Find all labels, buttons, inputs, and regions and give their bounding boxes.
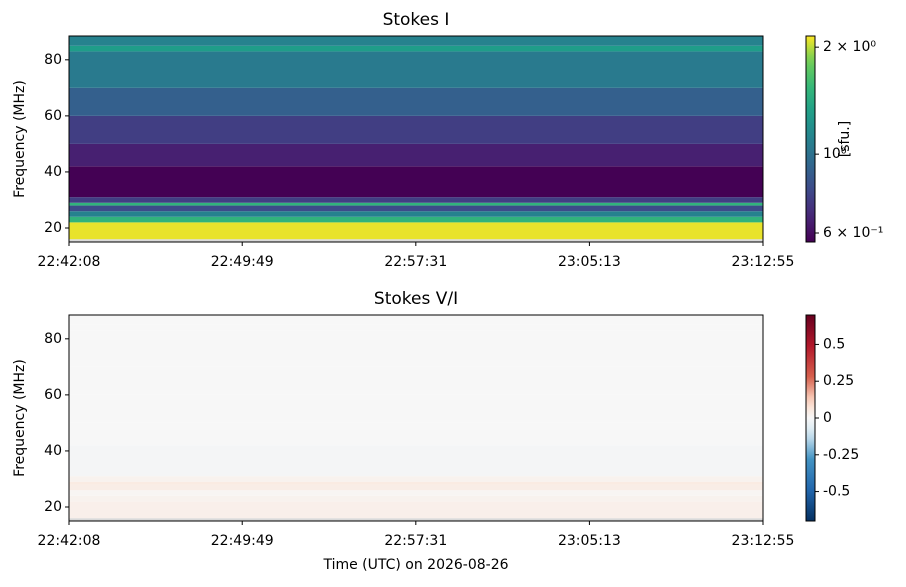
y-axis-label: Frequency (MHz): [12, 80, 28, 198]
heatmap-band: [69, 211, 763, 217]
heatmap-band: [69, 324, 763, 331]
colorbar-tick-label: 0: [823, 410, 832, 426]
heatmap-band: [69, 239, 763, 242]
heatmap-band: [69, 205, 763, 212]
colorbar-tick-label: 6 × 10⁻¹: [823, 225, 883, 241]
colorbar-tick-label: -0.5: [823, 484, 850, 500]
y-tick-label: 20: [44, 220, 62, 236]
x-tick-label: 23:12:55: [732, 254, 795, 270]
heatmap-band: [69, 484, 763, 491]
x-axis-label: Time (UTC) on 2026-08-26: [322, 557, 508, 573]
heatmap-band: [69, 422, 763, 446]
y-tick-label: 40: [44, 164, 62, 180]
y-tick-label: 60: [44, 387, 62, 403]
heatmap-band: [69, 45, 763, 52]
x-tick-label: 23:12:55: [732, 533, 795, 549]
heatmap-band: [69, 330, 763, 367]
heatmap-band: [69, 490, 763, 496]
x-tick-label: 22:42:08: [38, 533, 101, 549]
heatmap-band: [69, 36, 763, 46]
heatmap-band: [69, 87, 763, 116]
colorbar-tick-label: 2 × 10⁰: [823, 39, 876, 55]
x-tick-label: 23:05:13: [558, 533, 621, 549]
heatmap-band: [69, 216, 763, 223]
heatmap-band: [69, 222, 763, 240]
colorbar-tick-label: -0.25: [823, 447, 859, 463]
heatmap-band: [69, 366, 763, 395]
chart-title: Stokes V/I: [374, 289, 458, 309]
colorbar-tick-label: 10⁰: [823, 146, 847, 162]
heatmap-band: [69, 518, 763, 521]
heatmap-band: [69, 481, 763, 485]
y-tick-label: 80: [44, 52, 62, 68]
x-tick-label: 22:49:49: [211, 533, 274, 549]
heatmap-band: [69, 202, 763, 206]
y-tick-label: 20: [44, 499, 62, 515]
y-tick-label: 60: [44, 108, 62, 124]
x-tick-label: 22:42:08: [38, 254, 101, 270]
y-tick-label: 40: [44, 443, 62, 459]
colorbar: [805, 314, 816, 522]
heatmap-band: [69, 143, 763, 167]
colorbar-label: [sfu.]: [837, 121, 853, 157]
heatmap-band: [69, 445, 763, 477]
colorbar-tick-label: 0.5: [823, 336, 845, 352]
heatmap-band: [69, 315, 763, 325]
x-tick-label: 22:57:31: [384, 254, 447, 270]
heatmap-band: [69, 394, 763, 423]
x-tick-label: 23:05:13: [558, 254, 621, 270]
chart-title: Stokes I: [383, 10, 450, 30]
colorbar-tick-label: 0.25: [823, 373, 854, 389]
y-axis-label: Frequency (MHz): [12, 359, 28, 477]
heatmap-band: [69, 51, 763, 88]
y-tick-label: 80: [44, 331, 62, 347]
heatmap-band: [69, 501, 763, 519]
colorbar: [805, 35, 816, 243]
x-tick-label: 22:57:31: [384, 533, 447, 549]
heatmap-band: [69, 115, 763, 144]
heatmap-band: [69, 495, 763, 502]
x-tick-label: 22:49:49: [211, 254, 274, 270]
heatmap-band: [69, 166, 763, 198]
heatmap-band: [69, 197, 763, 203]
heatmap-band: [69, 476, 763, 482]
